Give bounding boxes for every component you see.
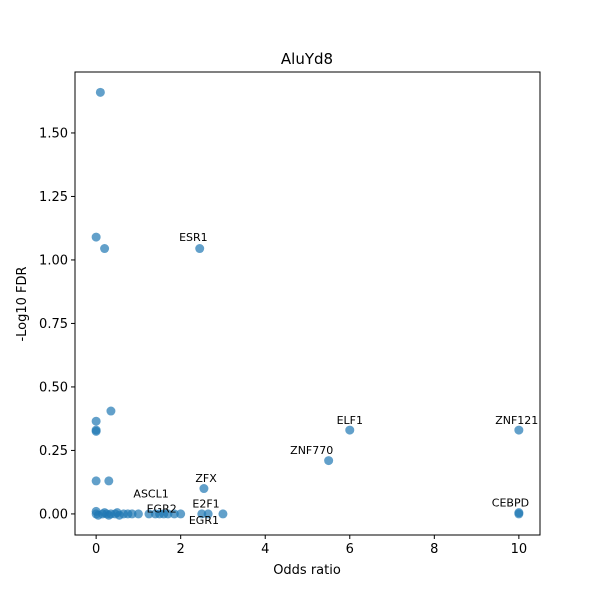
- data-point: [144, 509, 154, 519]
- point-annotation: EGR2: [147, 503, 177, 516]
- data-point: [91, 476, 101, 486]
- data-point: [127, 509, 137, 519]
- data-point: [169, 509, 179, 519]
- data-point: [176, 509, 186, 519]
- data-point: [91, 232, 101, 242]
- data-point: [104, 476, 114, 486]
- x-tick-label: 4: [261, 542, 269, 557]
- point-annotation: ELF1: [337, 414, 363, 427]
- data-point: [106, 406, 116, 416]
- data-point: [345, 425, 355, 435]
- y-tick-label: 0.50: [39, 380, 68, 395]
- data-point: [133, 509, 143, 519]
- data-point: [100, 244, 110, 254]
- data-point: [514, 425, 524, 435]
- points-layer: [91, 87, 524, 520]
- x-tick-label: 10: [511, 542, 528, 557]
- data-point: [95, 87, 105, 97]
- point-annotation: ZNF121: [495, 414, 538, 427]
- point-annotation: ZNF770: [290, 444, 333, 457]
- axes-layer: 0 2 4 6 8 10 0.00 0.25 0.50 0.75 1.00 1.25 1.50: [39, 71, 541, 557]
- x-tick-label: 2: [177, 542, 185, 557]
- point-annotation: ASCL1: [133, 487, 168, 500]
- point-annotation: ESR1: [179, 231, 208, 244]
- data-point: [163, 509, 173, 519]
- data-point: [218, 509, 228, 519]
- data-point: [195, 244, 205, 254]
- x-tick-label: 6: [346, 542, 354, 557]
- data-point: [91, 416, 101, 426]
- point-annotation: EGR1: [189, 514, 219, 527]
- chart-title: AluYd8: [281, 50, 333, 68]
- x-axis-label: Odds ratio: [273, 563, 341, 578]
- x-tick-label: 0: [92, 542, 100, 557]
- y-axis-label: -Log10 FDR: [15, 266, 30, 341]
- data-point: [324, 456, 334, 466]
- annotations-layer: ESR1 ELF1 ZNF121 ZNF770 ZFX ASCL1 EGR2 E2F1 EGR1…: [133, 231, 538, 527]
- y-tick-label: 1.00: [39, 253, 68, 268]
- data-point: [91, 426, 101, 436]
- y-tick-label: 0.00: [39, 507, 68, 522]
- y-tick-label: 1.50: [39, 126, 68, 141]
- point-annotation: CEBPD: [492, 496, 529, 509]
- plot-frame: [74, 71, 541, 536]
- y-tick-label: 1.25: [39, 190, 68, 205]
- point-annotation: E2F1: [192, 498, 219, 511]
- point-annotation: ZFX: [195, 472, 217, 485]
- data-point: [203, 509, 213, 519]
- x-tick-label: 8: [430, 542, 438, 557]
- data-point: [514, 508, 524, 518]
- data-point: [199, 484, 209, 494]
- y-tick-label: 0.75: [39, 317, 68, 332]
- y-tick-label: 0.25: [39, 444, 68, 459]
- data-point: [197, 509, 207, 519]
